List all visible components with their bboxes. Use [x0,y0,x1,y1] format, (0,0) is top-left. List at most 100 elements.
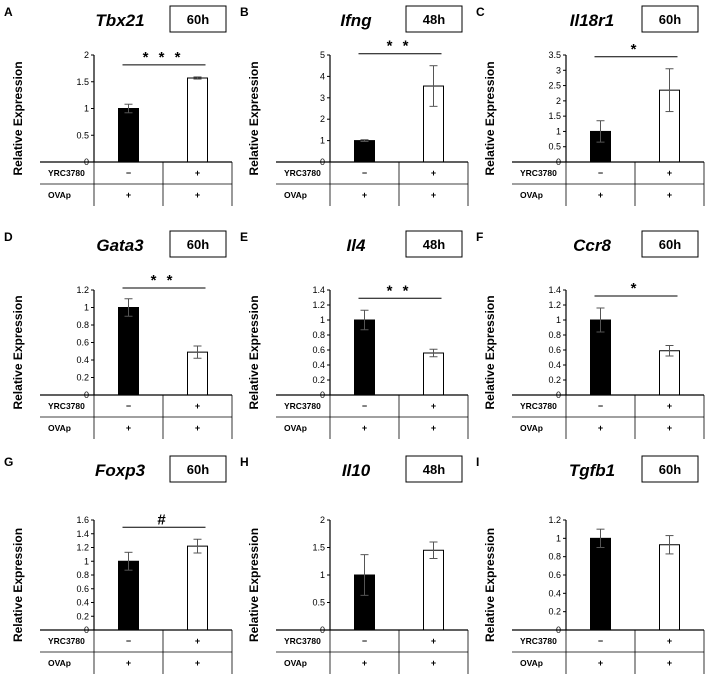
table-row-label: OVAp [48,658,71,668]
y-tick-label: 1 [556,315,561,325]
table-row-label: YRC3780 [520,636,557,646]
table-cell: + [195,168,200,178]
y-tick-label: 0.8 [76,570,89,580]
panel-letter: E [240,230,248,244]
table-row-label: YRC3780 [284,168,321,178]
y-axis-label: Relative Expression [247,295,261,409]
y-tick-label: 1.5 [76,77,89,87]
bar-control [590,537,611,631]
gene-title: Ifng [340,11,372,30]
y-tick-label: 1 [556,126,561,136]
table-row-label: OVAp [48,423,71,433]
table-cell: + [667,636,672,646]
y-tick-label: 2 [320,515,325,525]
time-box [641,455,699,483]
table-cell: + [598,190,603,200]
table-cell: − [362,636,367,646]
y-tick-label: 0.2 [548,375,561,385]
y-tick-label: 1.2 [76,543,89,553]
y-tick-label: 1.5 [548,111,561,121]
y-tick-label: 4 [320,71,325,81]
bar-control [118,108,139,163]
y-axis-label: Relative Expression [247,528,261,642]
y-tick-label: 5 [320,50,325,60]
y-tick-label: 0.5 [312,598,325,608]
table-cell: + [598,423,603,433]
table-cell: + [598,658,603,668]
y-tick-label: 2.5 [548,81,561,91]
table-cell: − [362,401,367,411]
y-tick-label: 0.4 [548,360,561,370]
table-cell: + [126,658,131,668]
table-cell: + [195,401,200,411]
y-tick-label: 3 [556,65,561,75]
time-box [169,5,227,33]
y-tick-label: 1 [320,136,325,146]
table-cell: − [598,168,603,178]
y-tick-label: 1.6 [76,515,89,525]
y-tick-label: 1 [556,533,561,543]
table-cell: + [126,190,131,200]
y-tick-label: 0.8 [76,320,89,330]
table-row-label: YRC3780 [520,168,557,178]
panel-letter: A [4,5,13,19]
y-tick-label: 1 [320,315,325,325]
bar-yrc3780 [659,544,680,631]
y-tick-label: 3 [320,93,325,103]
y-tick-label: 0.2 [76,611,89,621]
y-tick-label: 3.5 [548,50,561,60]
y-axis-label: Relative Expression [483,295,497,409]
time-label: 60h [187,12,209,27]
y-tick-label: 1.2 [548,300,561,310]
panel-letter: D [4,230,13,244]
table-row-label: YRC3780 [48,636,85,646]
table-cell: + [667,401,672,411]
table-cell: + [126,423,131,433]
y-tick-label: 0.2 [76,373,89,383]
time-box [405,230,463,258]
y-tick-label: 1 [84,104,89,114]
table-cell: + [195,190,200,200]
table-cell: + [667,168,672,178]
y-tick-label: 0.5 [548,142,561,152]
y-axis-label: Relative Expression [11,295,25,409]
time-label: 60h [659,237,681,252]
y-tick-label: 0.6 [76,584,89,594]
y-tick-label: 1.5 [312,543,325,553]
y-tick-label: 1 [84,556,89,566]
table-cell: − [598,636,603,646]
bar-yrc3780 [659,350,680,396]
gene-title: Tgfb1 [569,461,615,480]
y-tick-label: 1 [320,570,325,580]
y-tick-label: 0.4 [312,360,325,370]
bar-control [354,319,375,396]
time-label: 60h [659,12,681,27]
table-row-label: OVAp [284,423,307,433]
table-cell: + [431,423,436,433]
y-tick-label: 1 [84,303,89,313]
y-axis-label: Relative Expression [483,528,497,642]
y-tick-label: 0.6 [548,345,561,355]
y-tick-label: 0.4 [76,355,89,365]
table-row-label: OVAp [48,190,71,200]
table-row-label: OVAp [284,190,307,200]
bar-control [118,307,139,396]
significance-marker: * [631,41,640,58]
y-tick-label: 0.2 [548,607,561,617]
y-tick-label: 1.2 [76,285,89,295]
table-cell: + [667,190,672,200]
y-tick-label: 1.2 [548,515,561,525]
y-tick-label: 0.8 [548,552,561,562]
y-tick-label: 1.4 [76,529,89,539]
y-tick-label: 0.5 [76,130,89,140]
significance-marker: # [157,511,168,528]
table-cell: + [362,423,367,433]
